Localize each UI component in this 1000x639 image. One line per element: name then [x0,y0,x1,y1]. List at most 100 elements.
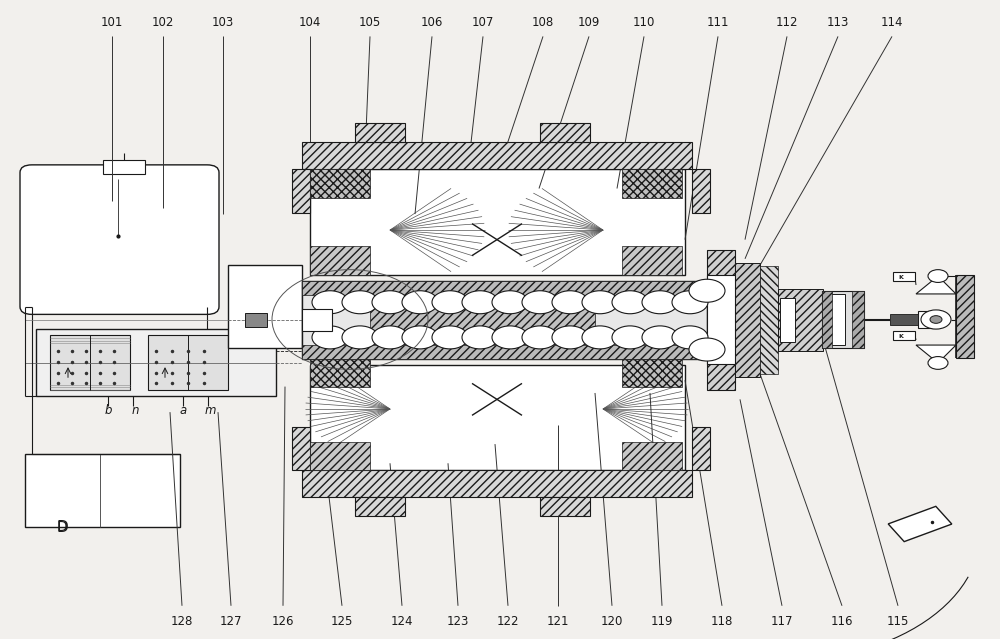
Bar [302,142,692,169]
Bar [890,314,918,325]
Text: K: K [898,275,903,280]
Circle shape [552,291,588,314]
Circle shape [342,326,378,349]
Text: 122: 122 [497,615,519,627]
Bar [692,427,710,470]
Text: 118: 118 [711,615,733,627]
Circle shape [522,291,558,314]
Circle shape [372,291,408,314]
Bar [302,470,692,497]
Circle shape [930,316,942,323]
Circle shape [402,326,438,349]
Bar [622,358,682,387]
Bar [302,281,707,359]
Text: 108: 108 [532,16,554,29]
Text: 119: 119 [651,615,673,627]
Text: D: D [56,520,68,535]
Bar [622,169,682,198]
Bar [692,169,710,213]
Text: n: n [131,404,139,417]
Bar [622,442,682,470]
Bar [760,266,778,374]
Bar [310,365,685,470]
Bar [310,169,685,275]
Text: 117: 117 [771,615,793,627]
Text: 107: 107 [472,16,494,29]
Bar [370,295,595,344]
Bar [310,442,370,470]
Circle shape [462,326,498,349]
Bar [355,123,405,142]
Text: 101: 101 [101,16,123,29]
Text: 105: 105 [359,16,381,29]
Bar [735,263,760,377]
Text: 115: 115 [887,615,909,627]
Circle shape [582,326,618,349]
Text: 126: 126 [272,615,294,627]
Circle shape [642,326,678,349]
Text: 124: 124 [391,615,413,627]
Text: 127: 127 [220,615,242,627]
Bar [103,160,145,174]
Bar [292,169,310,213]
Circle shape [462,291,498,314]
Text: 103: 103 [212,16,234,29]
Text: 121: 121 [547,615,569,627]
Circle shape [921,310,951,329]
Circle shape [612,326,648,349]
Circle shape [372,326,408,349]
Circle shape [492,326,528,349]
Circle shape [432,291,468,314]
Text: 110: 110 [633,16,655,29]
Text: 109: 109 [578,16,600,29]
Bar [310,246,370,275]
Circle shape [689,338,725,361]
Circle shape [402,291,438,314]
Circle shape [672,326,708,349]
Text: 128: 128 [171,615,193,627]
Bar [956,275,974,358]
Bar [302,309,332,331]
Polygon shape [916,276,956,294]
Text: b: b [104,404,112,417]
Circle shape [432,326,468,349]
Bar [302,281,707,295]
Circle shape [642,291,678,314]
Text: 123: 123 [447,615,469,627]
Text: D: D [57,520,67,534]
Text: K: K [898,334,903,339]
Bar [918,311,938,328]
Text: 113: 113 [827,16,849,29]
Text: 111: 111 [707,16,729,29]
Polygon shape [888,506,952,542]
Text: 104: 104 [299,16,321,29]
Polygon shape [916,345,956,363]
Circle shape [928,270,948,282]
Bar [822,291,832,348]
Circle shape [312,326,348,349]
Bar [228,265,302,348]
Circle shape [689,279,725,302]
Text: 106: 106 [421,16,443,29]
Text: 112: 112 [776,16,798,29]
Bar [50,335,130,390]
Text: a: a [179,404,187,417]
Bar [707,275,735,364]
Bar [310,358,370,387]
Circle shape [312,291,348,314]
Text: 102: 102 [152,16,174,29]
Bar [25,454,180,527]
Bar [893,272,915,281]
Text: 125: 125 [331,615,353,627]
Bar [707,250,735,390]
FancyBboxPatch shape [20,165,219,314]
Bar [852,291,864,348]
Circle shape [612,291,648,314]
Bar [622,246,682,275]
Circle shape [522,326,558,349]
Circle shape [552,326,588,349]
Circle shape [342,291,378,314]
Bar [355,497,405,516]
Bar [780,298,795,342]
Bar [245,313,267,327]
